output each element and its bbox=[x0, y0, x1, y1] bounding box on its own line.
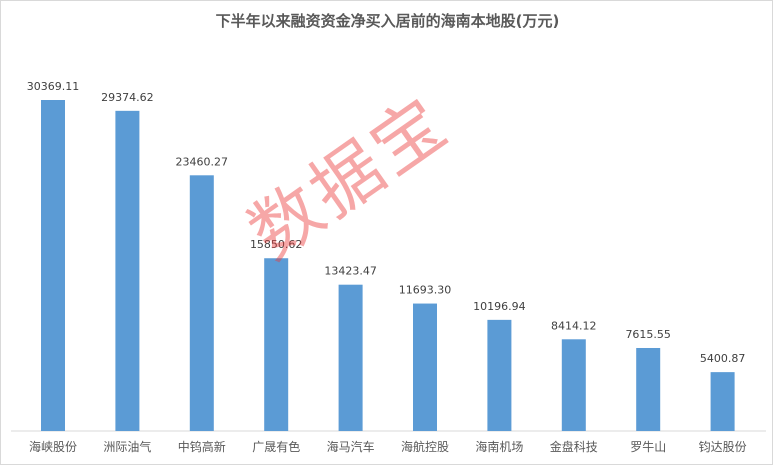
x-tick-label: 海峡股份 bbox=[29, 439, 77, 454]
bar bbox=[561, 339, 586, 431]
data-label: 5400.87 bbox=[700, 352, 746, 365]
bar bbox=[189, 175, 214, 431]
x-tick-label: 广晟有色 bbox=[252, 440, 300, 454]
x-tick-label: 钧达股份 bbox=[699, 440, 747, 454]
bar bbox=[264, 258, 289, 431]
chart-title: 下半年以来融资资金净买入居前的海南本地股(万元) bbox=[215, 12, 560, 30]
data-label: 23460.27 bbox=[176, 155, 229, 168]
x-tick-label: 中钨高新 bbox=[178, 439, 226, 454]
x-tick-label: 海南机场 bbox=[475, 439, 523, 454]
bar bbox=[710, 372, 735, 431]
x-tick-label: 罗牛山 bbox=[630, 439, 666, 454]
data-label: 13423.47 bbox=[324, 265, 377, 278]
data-label: 29374.62 bbox=[101, 91, 154, 104]
data-label: 11693.30 bbox=[399, 284, 452, 297]
bar bbox=[338, 284, 363, 431]
bar bbox=[413, 303, 437, 431]
bar bbox=[487, 319, 512, 431]
x-tick-label: 海马汽车 bbox=[327, 439, 375, 454]
bar bbox=[41, 100, 65, 431]
x-tick-label: 洲际油气 bbox=[103, 439, 151, 454]
x-tick-label: 海航控股 bbox=[401, 439, 449, 454]
data-label: 15850.62 bbox=[250, 238, 303, 251]
x-tick-label: 金盘科技 bbox=[550, 439, 598, 454]
data-label: 8414.12 bbox=[551, 319, 597, 332]
bar bbox=[115, 110, 140, 432]
data-label: 30369.11 bbox=[27, 80, 80, 93]
bar bbox=[636, 347, 661, 431]
data-label: 7615.55 bbox=[625, 328, 671, 341]
data-label: 10196.94 bbox=[473, 300, 526, 313]
